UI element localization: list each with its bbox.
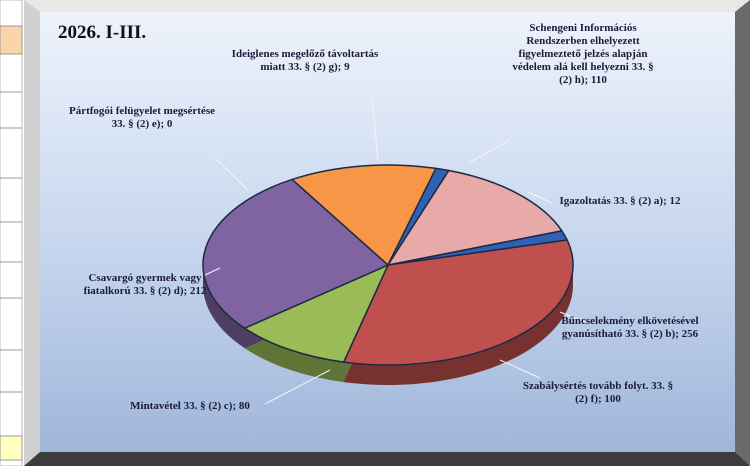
bevel <box>24 0 750 12</box>
slice <box>342 239 574 366</box>
leader-line <box>527 191 553 204</box>
leader-line <box>499 359 541 379</box>
bevel <box>24 452 750 466</box>
data-label: Csavargó gyermek vagy fiatalkorú 33. § (… <box>83 272 207 297</box>
bevel <box>24 0 40 466</box>
leader-line <box>469 139 511 163</box>
leader-line <box>204 267 221 276</box>
chart-title: 2026. I-III. <box>58 22 147 43</box>
bevel <box>735 0 750 466</box>
data-label: Szabálysértés tovább folyt. 33. § (2) f)… <box>522 380 674 405</box>
slice <box>243 263 390 363</box>
data-label: Ideiglenes megelőző távoltartás miatt 33… <box>231 48 379 73</box>
data-label: Pártfogói felügyelet megsértése 33. § (2… <box>69 105 215 130</box>
data-label: Bűncselekmény elkövetésével gyanúsítható… <box>561 315 699 340</box>
data-label: Schengeni Információs Rendszerben elhely… <box>512 22 654 86</box>
leader-line <box>371 99 379 161</box>
slice <box>386 169 564 267</box>
data-label: Mintavétel 33. § (2) c); 80 <box>130 400 250 412</box>
leader-line <box>214 157 249 191</box>
sheet-strip <box>0 0 23 466</box>
data-label: Igazoltatás 33. § (2) a); 12 <box>559 195 681 207</box>
leader-line <box>264 369 331 405</box>
leader-line <box>559 311 586 323</box>
slice <box>202 178 390 330</box>
